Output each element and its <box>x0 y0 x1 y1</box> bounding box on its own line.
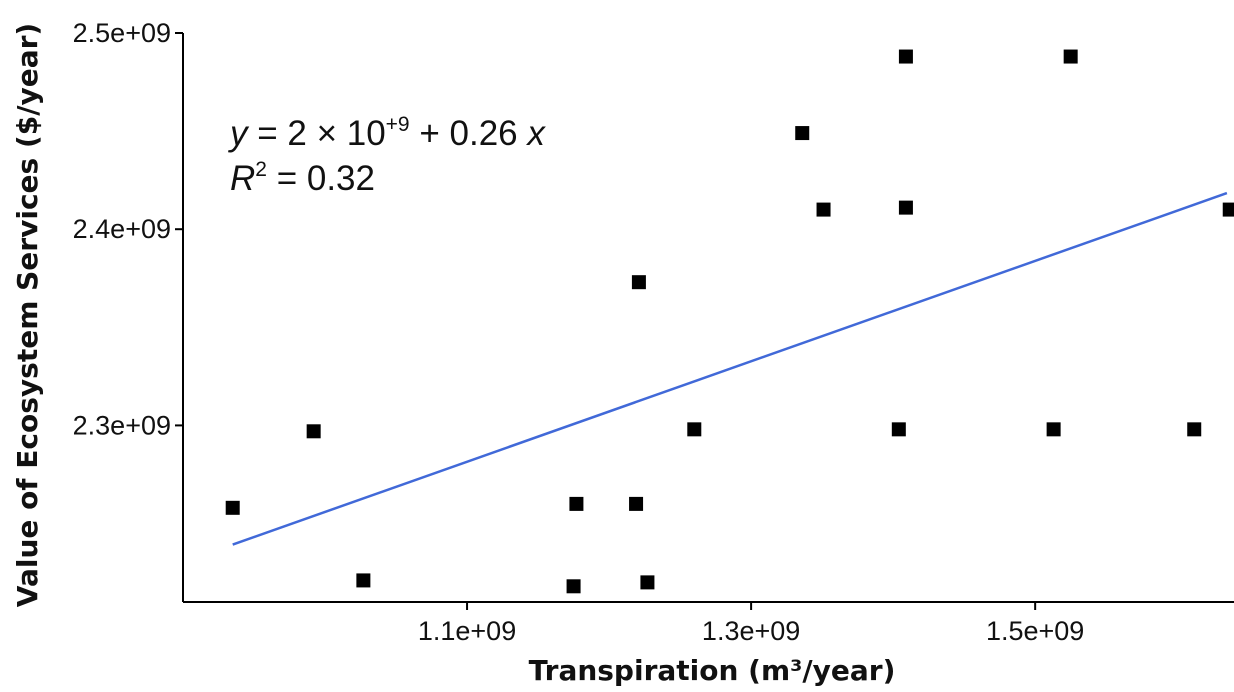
y-tick-label-0: 2.3e+09 <box>73 410 171 440</box>
axes <box>182 33 1234 603</box>
data-point-13 <box>891 422 906 437</box>
data-point-8 <box>687 422 702 437</box>
x-tick-label-2: 1.5e+09 <box>986 616 1084 646</box>
data-point-15 <box>1063 49 1078 64</box>
equation-x-var: x <box>525 114 546 153</box>
data-point-17 <box>1222 202 1234 217</box>
x-tick-label-0: 1.1e+09 <box>418 616 516 646</box>
data-point-10 <box>816 202 831 217</box>
data-point-3 <box>569 496 584 511</box>
r-squared-exponent: 2 <box>255 158 267 181</box>
equation-y-var: y <box>228 114 250 153</box>
r-squared-label: R2 = 0.32 <box>230 158 375 198</box>
equation-tail: + 0.26 <box>410 114 528 153</box>
data-point-16 <box>1187 422 1202 437</box>
trendline-group <box>232 191 1228 546</box>
data-points <box>225 49 1234 594</box>
regression-equation: y = 2 × 10+9 + 0.26 x <box>228 113 546 153</box>
data-point-12 <box>898 200 913 215</box>
data-point-14 <box>1046 422 1061 437</box>
trendline <box>232 191 1228 546</box>
x-tick-label-1: 1.3e+09 <box>702 616 800 646</box>
data-point-7 <box>640 575 655 590</box>
data-point-0 <box>225 500 240 515</box>
r-squared-value: = 0.32 <box>267 159 375 198</box>
ticks: 1.1e+09 1.3e+09 1.5e+09 2.3e+09 2.4e+09 2.5e+… <box>73 18 1085 646</box>
data-point-6 <box>631 275 646 290</box>
equation-exponent: +9 <box>386 113 410 136</box>
equation-mid: = 2 × 10 <box>248 114 386 153</box>
data-point-1 <box>306 424 321 439</box>
data-point-5 <box>629 496 644 511</box>
data-point-11 <box>898 49 913 64</box>
r-squared-var: R <box>230 159 255 198</box>
y-tick-label-1: 2.4e+09 <box>73 214 171 244</box>
data-point-9 <box>795 126 810 141</box>
y-axis-title: Value of Ecosystem Services ($/year) <box>11 23 44 607</box>
x-axis-title: Transpiration (m³/year) <box>529 654 896 687</box>
data-point-4 <box>566 579 581 594</box>
y-tick-label-2: 2.5e+09 <box>73 18 171 48</box>
data-point-2 <box>356 573 371 588</box>
